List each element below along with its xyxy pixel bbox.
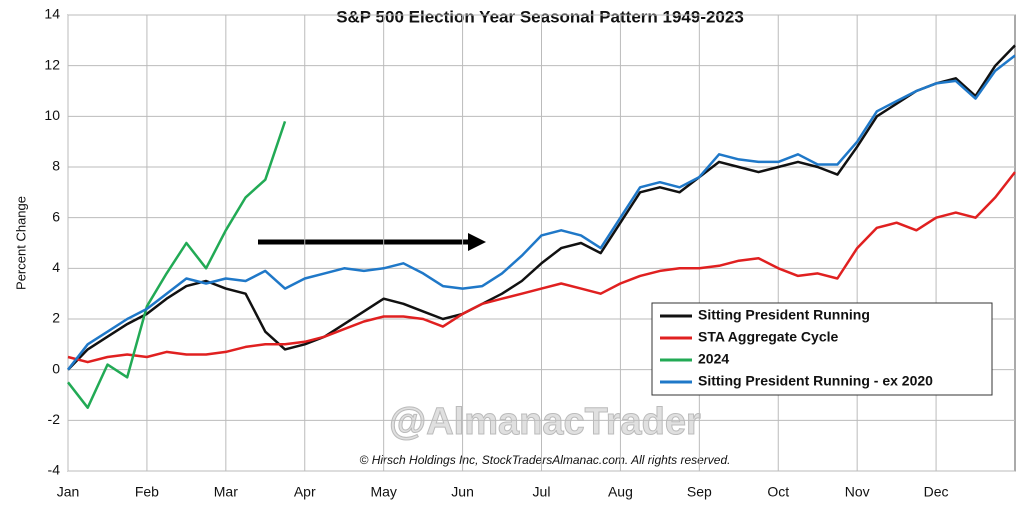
y-tick-label: 14 (44, 6, 60, 22)
legend-label: Sitting President Running (698, 307, 870, 323)
watermark: @AlmanacTrader (389, 401, 701, 443)
x-tick-label: Jun (451, 484, 474, 500)
legend-label: 2024 (698, 351, 729, 367)
x-tick-label: Jul (533, 484, 551, 500)
x-tick-label: Sep (687, 484, 712, 500)
y-tick-label: 12 (44, 56, 60, 72)
arrow-head (468, 233, 486, 251)
copyright: © Hirsch Holdings Inc, StockTradersAlman… (360, 453, 731, 467)
chart-title: S&P 500 Election Year Seasonal Pattern 1… (336, 7, 744, 26)
y-tick-label: -4 (48, 462, 61, 478)
y-tick-label: 8 (52, 158, 60, 174)
y-axis-label: Percent Change (13, 196, 28, 290)
x-tick-label: Nov (845, 484, 870, 500)
legend (651, 302, 993, 396)
y-tick-label: 2 (52, 310, 60, 326)
x-tick-label: Aug (608, 484, 633, 500)
y-tick-label: 6 (52, 208, 60, 224)
series-line (67, 54, 1016, 371)
y-tick-label: 0 (52, 360, 60, 376)
y-tick-label: 10 (44, 107, 60, 123)
x-tick-label: Mar (214, 484, 238, 500)
x-tick-label: May (370, 484, 396, 500)
x-tick-label: Apr (294, 484, 316, 500)
x-tick-label: Oct (767, 484, 789, 500)
legend-label: STA Aggregate Cycle (698, 329, 839, 345)
x-tick-label: Feb (135, 484, 159, 500)
x-tick-label: Dec (924, 484, 949, 500)
series-line (67, 171, 1016, 364)
series-line (67, 44, 1016, 371)
x-tick-label: Jan (57, 484, 80, 500)
series-line (67, 120, 287, 409)
y-tick-label: -2 (48, 411, 61, 427)
y-tick-label: 4 (52, 259, 60, 275)
legend-label: Sitting President Running - ex 2020 (698, 373, 933, 389)
